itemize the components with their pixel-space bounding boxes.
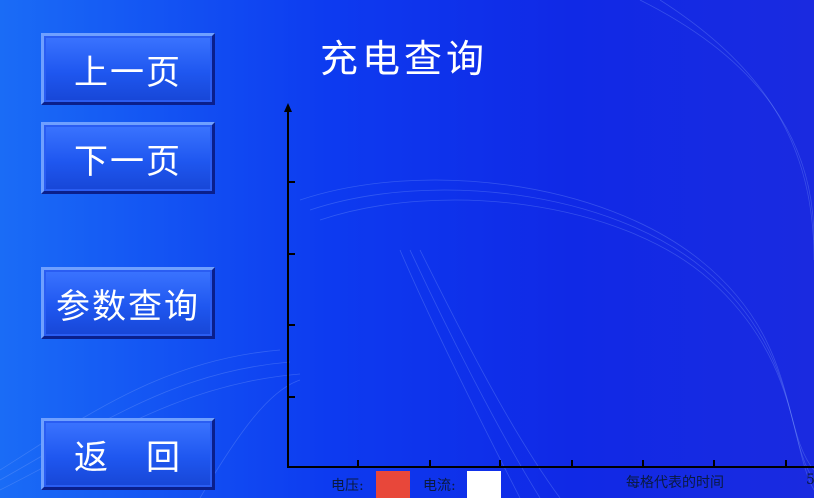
time-per-division-value: 5 bbox=[806, 472, 814, 488]
voltage-color-swatch bbox=[376, 471, 410, 498]
current-color-swatch bbox=[467, 471, 501, 498]
voltage-legend-label: 电压: bbox=[331, 478, 364, 494]
prev-page-button[interactable]: 上一页 bbox=[41, 33, 215, 105]
back-button[interactable]: 返 回 bbox=[41, 418, 215, 490]
time-per-division-label: 每格代表的时间 bbox=[626, 475, 724, 491]
next-page-button[interactable]: 下一页 bbox=[41, 122, 215, 194]
y-axis-arrow bbox=[284, 103, 292, 112]
current-legend-label: 电流: bbox=[423, 478, 456, 494]
page-title: 充电查询 bbox=[320, 37, 489, 81]
parameter-query-button[interactable]: 参数查询 bbox=[41, 267, 215, 339]
